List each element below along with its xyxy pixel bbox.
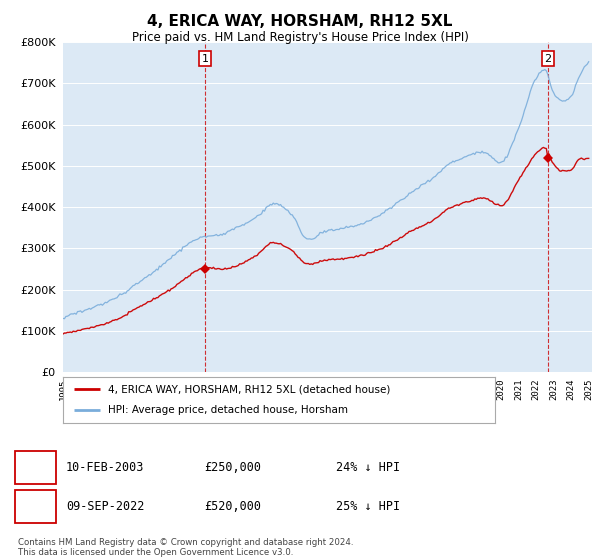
Text: Contains HM Land Registry data © Crown copyright and database right 2024.
This d: Contains HM Land Registry data © Crown c… — [18, 538, 353, 557]
Text: 09-SEP-2022: 09-SEP-2022 — [66, 500, 145, 514]
Text: 2: 2 — [544, 54, 551, 63]
Text: 25% ↓ HPI: 25% ↓ HPI — [336, 500, 400, 514]
Text: 4, ERICA WAY, HORSHAM, RH12 5XL (detached house): 4, ERICA WAY, HORSHAM, RH12 5XL (detache… — [109, 384, 391, 394]
Text: 10-FEB-2003: 10-FEB-2003 — [66, 461, 145, 474]
Text: 4, ERICA WAY, HORSHAM, RH12 5XL: 4, ERICA WAY, HORSHAM, RH12 5XL — [148, 14, 452, 29]
Text: HPI: Average price, detached house, Horsham: HPI: Average price, detached house, Hors… — [109, 405, 349, 416]
Text: £520,000: £520,000 — [204, 500, 261, 514]
Text: 24% ↓ HPI: 24% ↓ HPI — [336, 461, 400, 474]
Text: £250,000: £250,000 — [204, 461, 261, 474]
Text: Price paid vs. HM Land Registry's House Price Index (HPI): Price paid vs. HM Land Registry's House … — [131, 31, 469, 44]
Text: 1: 1 — [202, 54, 209, 63]
Text: 1: 1 — [32, 461, 39, 474]
Text: 2: 2 — [32, 500, 39, 514]
